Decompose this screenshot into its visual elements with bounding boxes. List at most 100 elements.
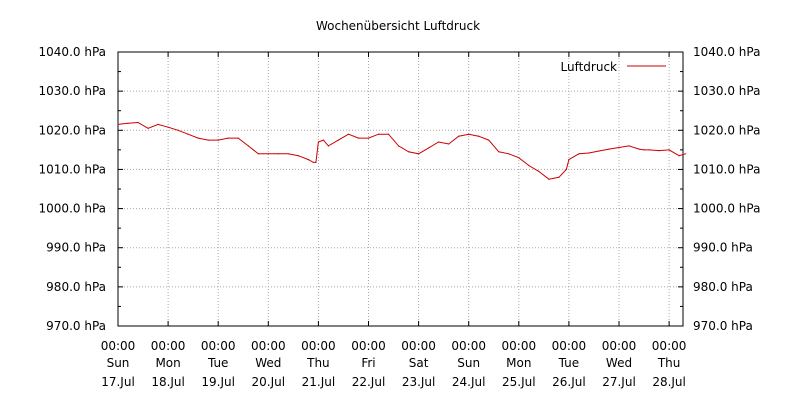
series-group [117, 121, 687, 180]
data-point [588, 152, 590, 154]
x-tick-date: 27.Jul [602, 375, 636, 389]
y-tick-label-right: 1000.0 hPa [693, 202, 760, 216]
x-tick-day: Tue [558, 356, 580, 370]
y-tick-label-right: 980.0 hPa [693, 280, 753, 294]
data-point [478, 135, 480, 137]
data-point [117, 123, 119, 125]
data-point [217, 139, 219, 141]
data-point [322, 139, 324, 141]
x-tick-time: 00:00 [602, 339, 637, 353]
data-point [628, 145, 630, 147]
data-point [137, 121, 139, 124]
data-point [578, 153, 580, 155]
x-tick-time: 00:00 [301, 339, 336, 353]
data-point [548, 178, 550, 180]
data-point [643, 149, 645, 151]
x-tick-date: 17.Jul [101, 375, 135, 389]
y-tick-label-right: 990.0 hPa [693, 241, 753, 255]
data-point [668, 149, 670, 151]
chart-title: Wochenübersicht Luftdruck [316, 19, 480, 33]
data-point [448, 143, 450, 145]
data-point [488, 139, 490, 141]
data-point [327, 145, 329, 147]
x-tick-time: 00:00 [502, 339, 537, 353]
data-point [678, 155, 680, 157]
data-point [518, 157, 520, 159]
y-tick-label-left: 970.0 hPa [46, 319, 106, 333]
data-point [147, 127, 149, 129]
data-point [618, 146, 620, 149]
data-point [565, 168, 568, 170]
x-tick-date: 25.Jul [502, 375, 536, 389]
x-tick-day: Sun [107, 356, 130, 370]
x-tick-date: 19.Jul [201, 375, 235, 389]
legend-label: Luftdruck [560, 60, 617, 74]
data-point [315, 161, 317, 163]
data-point [347, 133, 350, 135]
data-point [648, 149, 650, 151]
data-point [685, 153, 687, 155]
x-tick-day: Tue [207, 356, 229, 370]
data-point [307, 159, 309, 161]
data-point [187, 133, 189, 135]
x-tick-day: Wed [255, 356, 281, 370]
data-point [528, 164, 530, 167]
x-tick-date: 23.Jul [402, 375, 436, 389]
data-point [287, 153, 289, 155]
x-tick-time: 00:00 [552, 339, 587, 353]
y-tick-label-left: 1030.0 hPa [39, 84, 106, 98]
x-tick-time: 00:00 [251, 339, 286, 353]
x-tick-date: 22.Jul [352, 375, 386, 389]
data-point [377, 133, 380, 135]
y-tick-label-right: 1030.0 hPa [693, 84, 760, 98]
data-point [207, 139, 209, 141]
data-point [568, 159, 570, 161]
y-tick-label-left: 980.0 hPa [46, 280, 106, 294]
data-point [398, 145, 400, 147]
data-point [257, 153, 259, 155]
y-tick-label-right: 970.0 hPa [693, 319, 753, 333]
x-tick-date: 20.Jul [252, 375, 286, 389]
y-tick-label-left: 1000.0 hPa [39, 202, 106, 216]
y-tick-label-right: 1020.0 hPa [693, 123, 760, 137]
data-point [538, 170, 540, 172]
data-point [658, 150, 660, 152]
data-point [508, 153, 510, 155]
y-tick-label-left: 1020.0 hPa [39, 123, 106, 137]
y-tick-label-left: 1010.0 hPa [39, 162, 106, 176]
x-tick-date: 18.Jul [151, 375, 185, 389]
data-point [297, 155, 299, 157]
x-tick-date: 28.Jul [652, 375, 686, 389]
x-tick-day: Thu [306, 356, 330, 370]
legend: Luftdruck [560, 60, 666, 74]
y-tick-label-left: 1040.0 hPa [39, 45, 106, 59]
data-point [638, 148, 640, 150]
x-tick-time: 00:00 [401, 339, 436, 353]
y-axis-right: 970.0 hPa 980.0 hPa 990.0 hPa 1000.0 hPa 101… [678, 45, 760, 333]
data-point [247, 145, 249, 147]
data-point [357, 137, 360, 139]
data-point [127, 122, 129, 124]
data-point [558, 176, 560, 178]
data-point [317, 141, 319, 143]
data-point [197, 137, 199, 139]
x-tick-time: 00:00 [201, 339, 236, 353]
data-point [227, 137, 229, 139]
data-point [458, 135, 460, 137]
x-tick-day: Sun [457, 356, 480, 370]
data-point [418, 153, 420, 155]
data-point [608, 148, 610, 150]
data-point [157, 123, 159, 125]
x-tick-date: 24.Jul [452, 375, 486, 389]
data-point [498, 151, 500, 153]
y-tick-label-left: 990.0 hPa [46, 241, 106, 255]
data-point [438, 141, 440, 143]
y-tick-label-right: 1040.0 hPa [693, 45, 760, 59]
data-point [468, 133, 470, 135]
x-tick-day: Mon [506, 356, 531, 370]
data-point [177, 129, 179, 131]
data-point [428, 147, 430, 149]
data-point [367, 137, 370, 139]
x-tick-day: Wed [606, 356, 632, 370]
